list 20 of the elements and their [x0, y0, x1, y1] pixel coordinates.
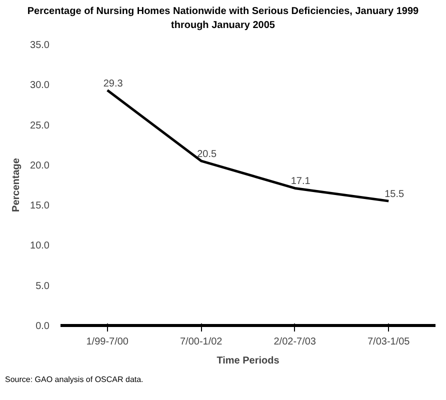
x-tick-label: 1/99-7/00: [86, 336, 129, 348]
source-note: Source: GAO analysis of OSCAR data.: [5, 374, 144, 385]
data-label: 29.3: [103, 78, 124, 89]
data-label: 15.5: [384, 188, 405, 200]
y-axis-title: Percentage: [11, 157, 22, 212]
data-label: 17.1: [290, 176, 311, 187]
x-tick-label: 2/02-7/03: [274, 336, 316, 348]
y-tick-label: 5.0: [36, 280, 50, 292]
x-axis-title: Time Periods: [216, 355, 280, 366]
y-tick-label: 35.0: [30, 40, 50, 51]
y-tick-label: 25.0: [30, 120, 50, 131]
x-tick-label: 7/03-1/05: [367, 336, 410, 348]
y-tick-label: 10.0: [30, 240, 50, 252]
x-tick-label: 7/00-1/02: [180, 336, 223, 348]
y-tick-label: 15.0: [30, 200, 50, 212]
y-tick-label: 20.0: [30, 160, 50, 171]
data-label: 20.5: [197, 148, 218, 160]
y-tick-label: 30.0: [30, 80, 50, 91]
y-tick-label: 0.0: [36, 320, 50, 332]
chart-title: Percentage of Nursing Homes Nationwide with Serious Deficiencies, January 1999 through January 2005: [26, 5, 420, 34]
